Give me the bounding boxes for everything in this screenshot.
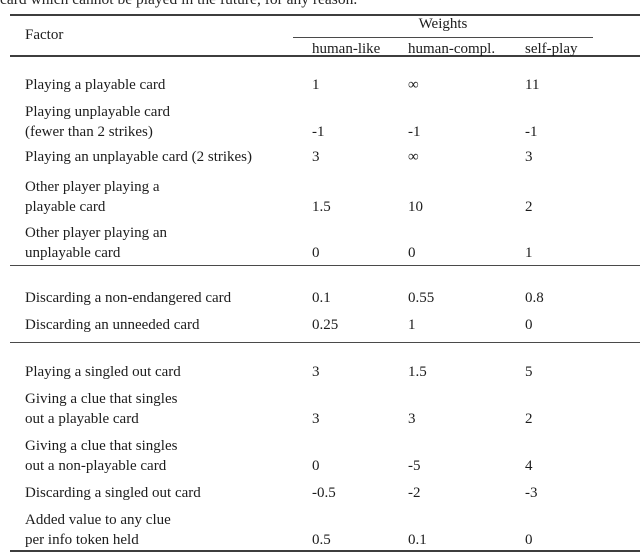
row-value-self-play: 5 [525, 364, 533, 380]
row-value-human-like: 3 [312, 149, 320, 165]
row-value-human-like: -0.5 [312, 485, 336, 501]
row-value-human-compl: 0 [408, 245, 416, 261]
row-value-human-like: 0 [312, 245, 320, 261]
header-bottom-rule [10, 55, 640, 57]
row-value-human-compl: 1.5 [408, 364, 427, 380]
row-factor: Playing a singled out card [25, 364, 181, 380]
row-value-human-like: 0 [312, 458, 320, 474]
row-value-human-compl: ∞ [408, 149, 419, 165]
row-factor: Giving a clue that singles out a non-pla… [25, 438, 178, 474]
row-factor: Playing a playable card [25, 77, 166, 93]
row-value-self-play: 0.8 [525, 290, 544, 306]
row-value-human-like: 3 [312, 411, 320, 427]
column-header-factor: Factor [25, 27, 64, 43]
row-factor: Discarding an unneeded card [25, 317, 200, 333]
row-value-human-compl: 0.55 [408, 290, 435, 306]
row-value-human-like: 1.5 [312, 199, 331, 215]
row-value-self-play: 1 [525, 245, 533, 261]
row-factor: Discarding a singled out card [25, 485, 201, 501]
row-value-self-play: 0 [525, 532, 533, 548]
row-value-self-play: -1 [525, 124, 538, 140]
row-factor: Playing an unplayable card (2 strikes) [25, 149, 253, 165]
table-row: Discarding a non-endangered card 0.1 0.5… [25, 288, 640, 308]
row-value-human-like: -1 [312, 124, 325, 140]
table-row: Giving a clue that singles out a non-pla… [25, 436, 640, 476]
column-group-header-weights: Weights [418, 16, 468, 32]
row-value-human-compl: 0.1 [408, 532, 427, 548]
row-factor: Other player playing a playable card [25, 179, 160, 215]
row-value-self-play: 2 [525, 199, 533, 215]
row-value-human-like: 0.5 [312, 532, 331, 548]
row-value-human-like: 0.25 [312, 317, 339, 333]
table-row: Discarding an unneeded card 0.25 1 0 [25, 315, 640, 335]
table-row: Other player playing an unplayable card … [25, 223, 640, 263]
table-row: Playing an unplayable card (2 strikes) 3… [25, 147, 640, 167]
row-factor: Discarding a non-endangered card [25, 290, 232, 306]
column-header-self-play: self-play [525, 41, 578, 57]
row-value-self-play: -3 [525, 485, 538, 501]
table-row: Added value to any clue per info token h… [25, 510, 640, 550]
table-row: Other player playing a playable card 1.5… [25, 177, 640, 217]
section-divider-rule-1 [10, 265, 640, 266]
row-factor: Added value to any clue per info token h… [25, 512, 171, 548]
table-row: Playing a playable card 1 ∞ 11 [25, 75, 640, 95]
weights-underline-rule [293, 37, 593, 38]
table-row: Playing unplayable card (fewer than 2 st… [25, 102, 640, 142]
table-bottom-rule [10, 550, 640, 552]
row-value-human-compl: -5 [408, 458, 421, 474]
row-value-self-play: 11 [525, 77, 540, 93]
subheader-row: human-like human-compl. self-play [25, 39, 640, 59]
row-value-human-compl: 10 [408, 199, 423, 215]
row-value-human-compl: 3 [408, 411, 416, 427]
row-value-human-compl: ∞ [408, 77, 419, 93]
row-value-human-like: 0.1 [312, 290, 331, 306]
row-value-self-play: 3 [525, 149, 533, 165]
column-header-human-like: human-like [312, 41, 381, 57]
row-factor: Other player playing an unplayable card [25, 225, 168, 261]
paragraph-text-truncated: card which cannot be played in the futur… [0, 0, 357, 9]
table-row: Discarding a singled out card -0.5 -2 -3 [25, 483, 640, 503]
row-factor: Giving a clue that singles out a playabl… [25, 391, 178, 427]
row-value-human-compl: -1 [408, 124, 421, 140]
table-row: Giving a clue that singles out a playabl… [25, 389, 640, 429]
section-divider-rule-2 [10, 342, 640, 343]
row-factor: Playing unplayable card (fewer than 2 st… [25, 104, 170, 140]
row-value-human-compl: -2 [408, 485, 421, 501]
row-value-self-play: 2 [525, 411, 533, 427]
table-top-rule [10, 14, 640, 16]
row-value-self-play: 4 [525, 458, 533, 474]
column-header-human-compl: human-compl. [408, 41, 496, 57]
table-row: Playing a singled out card 3 1.5 5 [25, 362, 640, 382]
row-value-human-compl: 1 [408, 317, 416, 333]
row-value-human-like: 1 [312, 77, 320, 93]
row-value-human-like: 3 [312, 364, 320, 380]
row-value-self-play: 0 [525, 317, 533, 333]
